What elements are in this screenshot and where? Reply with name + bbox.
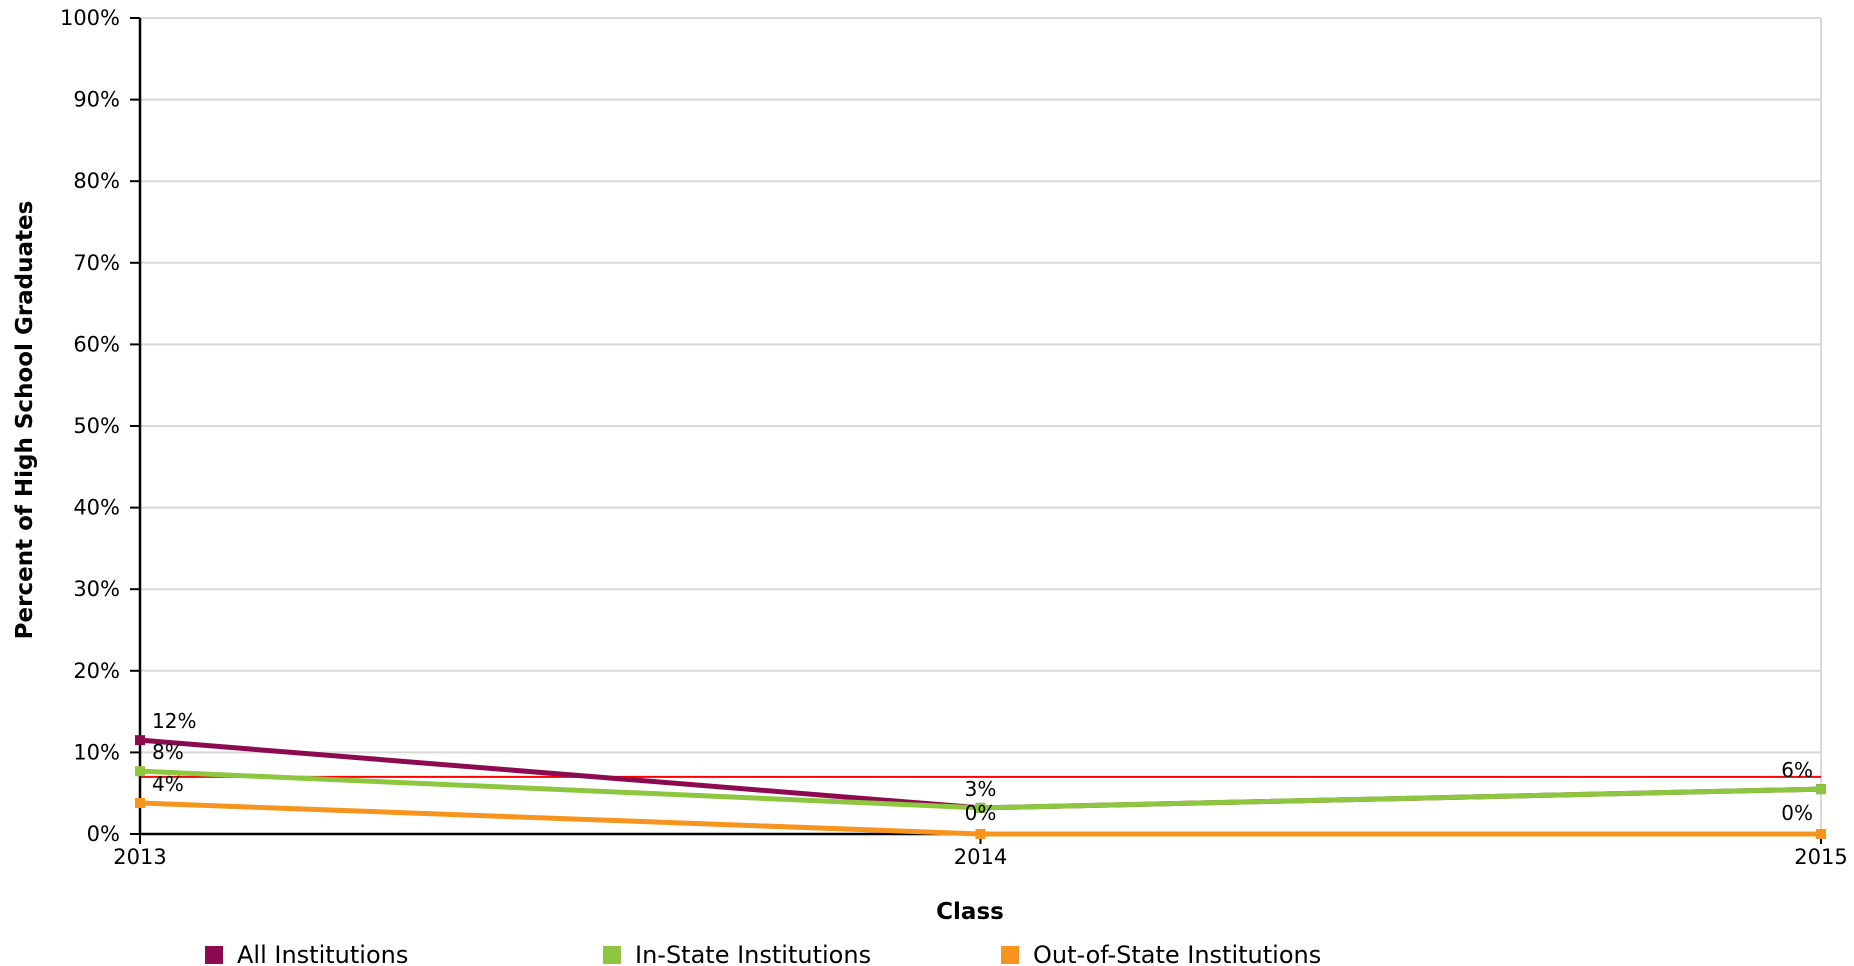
y-tick-label: 50% — [73, 414, 120, 438]
x-axis-ticks: 2013 2014 2015 — [113, 834, 1848, 869]
y-tick-label: 20% — [73, 659, 120, 683]
gridlines — [140, 17, 1822, 834]
legend-label: All Institutions — [237, 941, 408, 966]
y-tick-label: 80% — [73, 169, 120, 193]
x-axis-title: Class — [936, 899, 1004, 925]
data-point — [135, 797, 145, 808]
data-point — [975, 802, 986, 813]
legend-item: In-State Institutions — [603, 941, 871, 966]
data-point — [135, 735, 145, 746]
legend-item: Out-of-State Institutions — [1001, 941, 1321, 966]
y-axis-title: Percent of High School Graduates — [12, 201, 38, 640]
y-tick-label: 100% — [60, 6, 120, 30]
data-label: 12% — [152, 709, 196, 733]
legend-item: All Institutions — [205, 941, 408, 966]
data-labels: 12% 8% 3% 6% 4% 0% 0% — [152, 709, 1813, 825]
legend-label: In-State Institutions — [635, 941, 871, 966]
data-point — [1816, 784, 1826, 795]
x-tick-label: 2015 — [1794, 845, 1847, 869]
legend-swatch — [205, 946, 223, 964]
series-lines — [135, 735, 1826, 839]
legend-swatch — [1001, 946, 1019, 964]
y-tick-label: 30% — [73, 577, 120, 601]
data-label: 6% — [1781, 758, 1813, 782]
y-tick-label: 0% — [87, 822, 120, 846]
data-point — [135, 766, 145, 777]
legend-label: Out-of-State Institutions — [1033, 941, 1321, 966]
data-label: 3% — [965, 777, 997, 801]
y-tick-label: 90% — [73, 88, 120, 112]
legend: All Institutions In-State Institutions Out… — [205, 941, 1321, 966]
x-tick-label: 2014 — [954, 845, 1007, 869]
x-tick-label: 2013 — [113, 845, 166, 869]
y-tick-label: 10% — [73, 740, 120, 764]
data-label: 0% — [1781, 801, 1813, 825]
y-tick-label: 60% — [73, 332, 120, 356]
y-tick-label: 70% — [73, 251, 120, 275]
y-tick-label: 40% — [73, 496, 120, 520]
y-axis-ticks: 0% 10% 20% 30% 40% 50% 60% 70% 80% 90% 100% — [60, 6, 140, 846]
data-point — [975, 829, 986, 839]
data-label: 0% — [965, 801, 997, 825]
data-label: 4% — [152, 772, 184, 796]
data-label: 8% — [152, 740, 184, 764]
data-point — [1816, 829, 1826, 839]
legend-swatch — [603, 946, 621, 964]
